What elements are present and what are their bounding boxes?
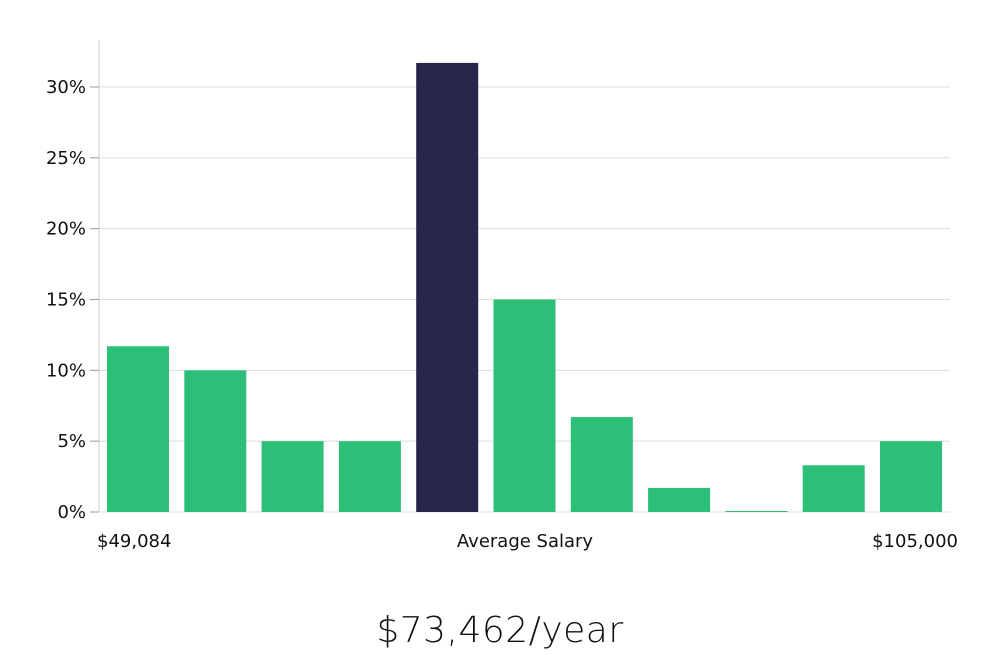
- y-tick-label-15: 15%: [46, 290, 86, 311]
- bar-0: [107, 346, 169, 512]
- average-salary: $73,462/year: [376, 610, 624, 651]
- y-tick-labels: 0% 5% 10% 15% 20% 25% 30%: [46, 77, 99, 523]
- x-label-min: $49,084: [97, 531, 171, 552]
- bar-7: [648, 487, 711, 512]
- y-tick-label-0: 0%: [57, 502, 86, 523]
- bar-6: [570, 417, 633, 512]
- y-tick-label-25: 25%: [46, 148, 86, 169]
- y-tick-label-10: 10%: [46, 360, 86, 381]
- bar-5: [493, 299, 556, 512]
- x-label-max: $105,000: [872, 531, 958, 552]
- y-tick-label-30: 30%: [46, 77, 86, 98]
- bar-average-salary: [416, 62, 479, 513]
- bar-8: [725, 511, 788, 512]
- y-tick-label-5: 5%: [57, 431, 86, 452]
- bar-2: [261, 441, 324, 512]
- bar-1: [184, 370, 247, 512]
- x-label-center: Average Salary: [457, 531, 594, 552]
- y-tick-label-20: 20%: [46, 219, 86, 240]
- bar-9: [802, 465, 865, 512]
- bar-10: [880, 441, 942, 512]
- bar-3: [338, 441, 401, 512]
- salary-distribution-chart: 0% 5% 10% 15% 20% 25% 30% $49,084 Average Sala…: [46, 40, 958, 552]
- bars: [107, 62, 942, 513]
